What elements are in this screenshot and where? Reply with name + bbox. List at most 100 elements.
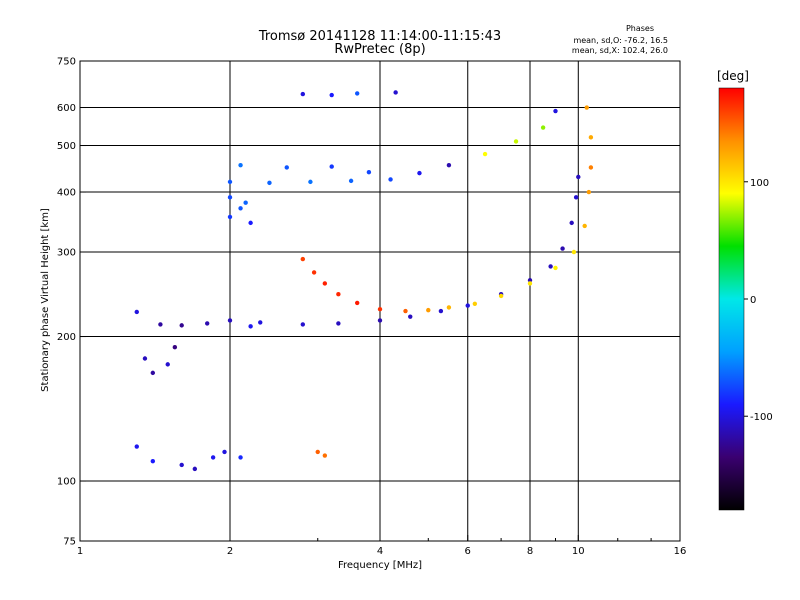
echo-point (300, 256, 306, 262)
echo-point (227, 179, 233, 185)
echo-point (446, 162, 452, 168)
y-tick-label: 750 (57, 57, 76, 68)
echo-point (586, 189, 592, 195)
echo-point (179, 462, 184, 468)
echo-point (308, 179, 313, 185)
echo-point (576, 174, 581, 180)
chart-title: Tromsø 20141128 11:14:00-11:15:43 (258, 29, 501, 44)
echo-point (548, 264, 553, 269)
echo-point (472, 301, 478, 307)
echo-point (573, 195, 579, 200)
echo-point (348, 178, 354, 184)
echo-point (527, 278, 533, 283)
echo-point (258, 320, 263, 325)
echo-point (322, 453, 328, 458)
echo-point (222, 449, 227, 455)
y-axis-label: Stationary phase Virtual Height [km] (40, 208, 51, 392)
echo-point (482, 151, 488, 157)
plot-grid (80, 61, 680, 541)
echo-point (417, 170, 422, 176)
phase-box-o-stats: mean, sd,O: -76.2, 16.5 (573, 36, 668, 45)
echo-point (172, 345, 178, 350)
echo-point (179, 323, 184, 328)
echo-point (165, 362, 170, 367)
echo-point (150, 458, 156, 464)
x-tick-label: 4 (377, 546, 383, 557)
phase-box-title: Phases (626, 24, 654, 33)
colorbar-tick-label: 0 (750, 295, 756, 306)
echo-point (354, 300, 360, 306)
echo-point (150, 370, 156, 376)
y-tick-label: 75 (63, 537, 76, 548)
colorbar-tick-label: 100 (750, 178, 769, 189)
echo-point (158, 322, 163, 327)
echo-point (446, 305, 452, 310)
echo-point (248, 324, 253, 329)
y-tick-label: 500 (57, 141, 76, 152)
echo-point (238, 206, 243, 211)
colorbar-label: [deg] (717, 69, 749, 83)
y-tick-label: 600 (57, 103, 76, 114)
echo-point (300, 91, 306, 97)
echo-point (553, 108, 558, 114)
echo-point (227, 214, 233, 220)
echo-point (311, 270, 317, 275)
echo-point (336, 292, 341, 297)
y-axis-ticks: 75 100 200 300 400 500 600 750 (57, 57, 86, 548)
echo-point (498, 293, 504, 299)
echo-point (267, 180, 272, 186)
echo-point (588, 135, 594, 140)
x-axis-ticks: 1 2 4 6 8 10 16 (77, 535, 687, 557)
colorbar-ticks: 100 0 -100 (744, 178, 773, 423)
echo-point (248, 220, 253, 226)
echo-point (329, 164, 334, 169)
echo-point (134, 309, 139, 315)
echo-point (408, 314, 413, 319)
echo-point (300, 322, 306, 327)
echo-point (329, 92, 334, 98)
y-tick-label: 300 (57, 248, 76, 259)
echo-point (336, 321, 341, 326)
echo-point (238, 162, 243, 168)
echo-point (426, 307, 431, 313)
colorbar-tick-label: -100 (750, 412, 773, 423)
echo-point (582, 223, 587, 229)
y-tick-label: 100 (57, 477, 76, 488)
echo-point (553, 265, 558, 271)
echo-point (377, 307, 383, 312)
x-tick-label: 8 (527, 546, 533, 557)
colorbar (718, 87, 745, 511)
echo-point (243, 200, 248, 205)
echo-point (527, 281, 533, 286)
echo-point (540, 125, 546, 130)
echo-point (588, 165, 594, 170)
echo-point (393, 90, 398, 95)
x-tick-label: 1 (77, 546, 83, 557)
echo-point (569, 220, 574, 226)
echo-point (438, 308, 444, 314)
echo-point (238, 455, 243, 460)
chart-subtitle: RwPretec (8p) (334, 42, 425, 57)
phase-box-x-stats: mean, sd,X: 102.4, 26.0 (572, 46, 668, 55)
echo-point (284, 165, 289, 170)
echo-point (134, 444, 139, 449)
echo-point (322, 281, 328, 286)
echo-point (354, 91, 360, 96)
echo-point (584, 105, 589, 110)
x-tick-label: 10 (572, 546, 585, 557)
echo-point (560, 246, 565, 251)
echo-point (227, 195, 233, 200)
echo-point (403, 308, 408, 314)
x-tick-label: 2 (227, 546, 233, 557)
echo-point (388, 177, 393, 182)
echo-point (192, 466, 198, 472)
echo-point (315, 449, 320, 455)
echo-point (227, 318, 233, 323)
x-tick-label: 16 (674, 546, 687, 557)
echo-point (142, 356, 148, 361)
echo-point (513, 139, 519, 144)
x-tick-label: 6 (465, 546, 471, 557)
echo-point (366, 169, 372, 175)
echo-point (377, 318, 383, 323)
